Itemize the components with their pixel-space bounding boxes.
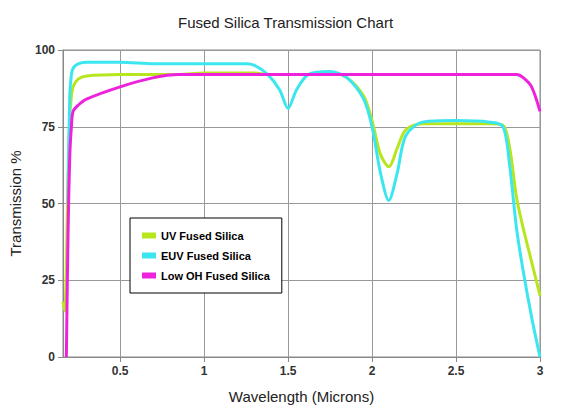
svg-text:Transmission %: Transmission %	[7, 150, 24, 256]
svg-text:75: 75	[42, 120, 56, 134]
svg-text:2.5: 2.5	[448, 364, 465, 378]
svg-text:50: 50	[42, 197, 56, 211]
svg-text:EUV Fused Silica: EUV Fused Silica	[161, 250, 252, 262]
svg-text:1.5: 1.5	[280, 364, 297, 378]
svg-text:Low OH Fused Silica: Low OH Fused Silica	[161, 270, 271, 282]
svg-text:25: 25	[42, 273, 56, 287]
svg-text:UV Fused Silica: UV Fused Silica	[161, 230, 244, 242]
svg-text:100: 100	[35, 43, 55, 57]
svg-text:Wavelength (Microns): Wavelength (Microns)	[229, 388, 374, 405]
svg-text:2: 2	[369, 364, 376, 378]
svg-text:Fused Silica Transmission Char: Fused Silica Transmission Chart	[178, 14, 394, 31]
svg-text:0.5: 0.5	[112, 364, 129, 378]
svg-text:1: 1	[201, 364, 208, 378]
svg-text:0: 0	[48, 350, 55, 364]
svg-text:3: 3	[537, 364, 544, 378]
